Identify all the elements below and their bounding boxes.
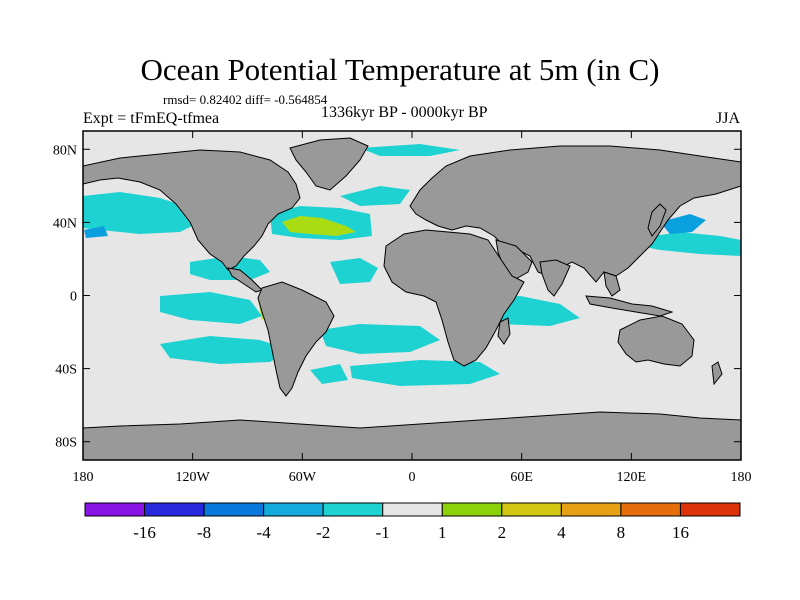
land-madagascar bbox=[497, 317, 511, 345]
land-greenland bbox=[289, 137, 369, 191]
legend-label: -1 bbox=[376, 523, 390, 542]
plot-title: Ocean Potential Temperature at 5m (in C) bbox=[140, 52, 660, 87]
anomaly-south-pacific bbox=[160, 336, 290, 364]
legend-swatch bbox=[560, 502, 622, 517]
legend-label: 2 bbox=[498, 523, 507, 542]
experiment-label: Expt = tFmEQ-tfmea bbox=[83, 110, 220, 127]
legend-label: 1 bbox=[438, 523, 447, 542]
lat-tick-label: 80N bbox=[53, 143, 77, 158]
legend-swatch bbox=[144, 502, 205, 517]
anomaly-natl-north bbox=[340, 186, 410, 206]
anomaly-npac-east bbox=[640, 232, 741, 256]
legend-swatch bbox=[322, 502, 384, 517]
land-south-america bbox=[257, 281, 335, 397]
legend-swatch bbox=[679, 502, 741, 517]
legend-label: -2 bbox=[316, 523, 330, 542]
legend-swatch bbox=[441, 502, 503, 517]
anomaly-warm-atlantic bbox=[282, 216, 356, 236]
lon-tick-label: 60E bbox=[510, 470, 533, 485]
lon-tick-label: 120E bbox=[617, 470, 647, 485]
anomaly-japan-mid bbox=[660, 214, 706, 234]
legend-label: 8 bbox=[617, 523, 626, 542]
land-indonesia bbox=[585, 295, 674, 317]
land-antarctica bbox=[83, 411, 741, 460]
lon-tick-label: 180 bbox=[731, 470, 752, 485]
legend-swatch bbox=[84, 502, 146, 517]
land-central-america bbox=[227, 267, 263, 293]
legend-label: -16 bbox=[133, 523, 156, 542]
anomaly-east-pacific bbox=[160, 292, 262, 324]
anomaly-arctic-band bbox=[360, 144, 460, 156]
land-layer bbox=[83, 137, 741, 460]
season-label: JJA bbox=[716, 110, 741, 127]
lon-tick-label: 0 bbox=[409, 470, 416, 485]
stats-text: rmsd= 0.82402 diff= -0.564854 bbox=[163, 92, 328, 107]
latitude-axis: 80N 40N 0 40S 80S bbox=[53, 143, 741, 451]
anomaly-tropical-atlantic bbox=[330, 258, 378, 284]
land-india bbox=[539, 259, 571, 297]
lon-tick-label: 60W bbox=[289, 470, 317, 485]
anomaly-layer bbox=[83, 144, 741, 386]
legend-label: -8 bbox=[197, 523, 211, 542]
legend-swatch bbox=[501, 502, 562, 517]
anomaly-south-indian bbox=[350, 360, 500, 386]
lat-tick-label: 40S bbox=[55, 363, 77, 378]
legend-label: 4 bbox=[557, 523, 566, 542]
anomaly-south-atlantic bbox=[320, 324, 440, 354]
legend-swatch bbox=[382, 502, 443, 517]
longitude-axis: 180 120W 60W 0 60E 120E 180 bbox=[73, 131, 752, 485]
lon-tick-label: 120W bbox=[176, 470, 211, 485]
legend-swatch bbox=[620, 502, 681, 517]
period-label: 1336kyr BP - 0000kyr BP bbox=[321, 104, 488, 121]
lon-tick-label: 180 bbox=[73, 470, 94, 485]
lat-tick-label: 40N bbox=[53, 216, 77, 231]
lat-tick-label: 80S bbox=[55, 436, 77, 451]
land-new-zealand bbox=[711, 361, 723, 386]
anomaly-north-pacific bbox=[83, 192, 200, 234]
color-legend: -16 -8 -4 -2 -1 1 2 4 8 16 bbox=[84, 502, 741, 542]
land-arabia bbox=[495, 239, 533, 281]
anomaly-south-west-atl bbox=[310, 364, 348, 384]
land-eurasia bbox=[409, 145, 741, 283]
legend-label: 16 bbox=[672, 523, 689, 542]
legend-swatch bbox=[203, 502, 265, 517]
legend-swatch bbox=[263, 502, 324, 517]
lat-tick-label: 0 bbox=[70, 290, 77, 305]
land-africa bbox=[383, 229, 525, 367]
legend-label: -4 bbox=[257, 523, 272, 542]
land-southeast-asia bbox=[603, 271, 621, 297]
land-japan bbox=[647, 203, 667, 237]
land-australia bbox=[617, 315, 695, 367]
anomaly-npac-mid bbox=[84, 226, 108, 238]
land-north-america bbox=[83, 149, 301, 271]
